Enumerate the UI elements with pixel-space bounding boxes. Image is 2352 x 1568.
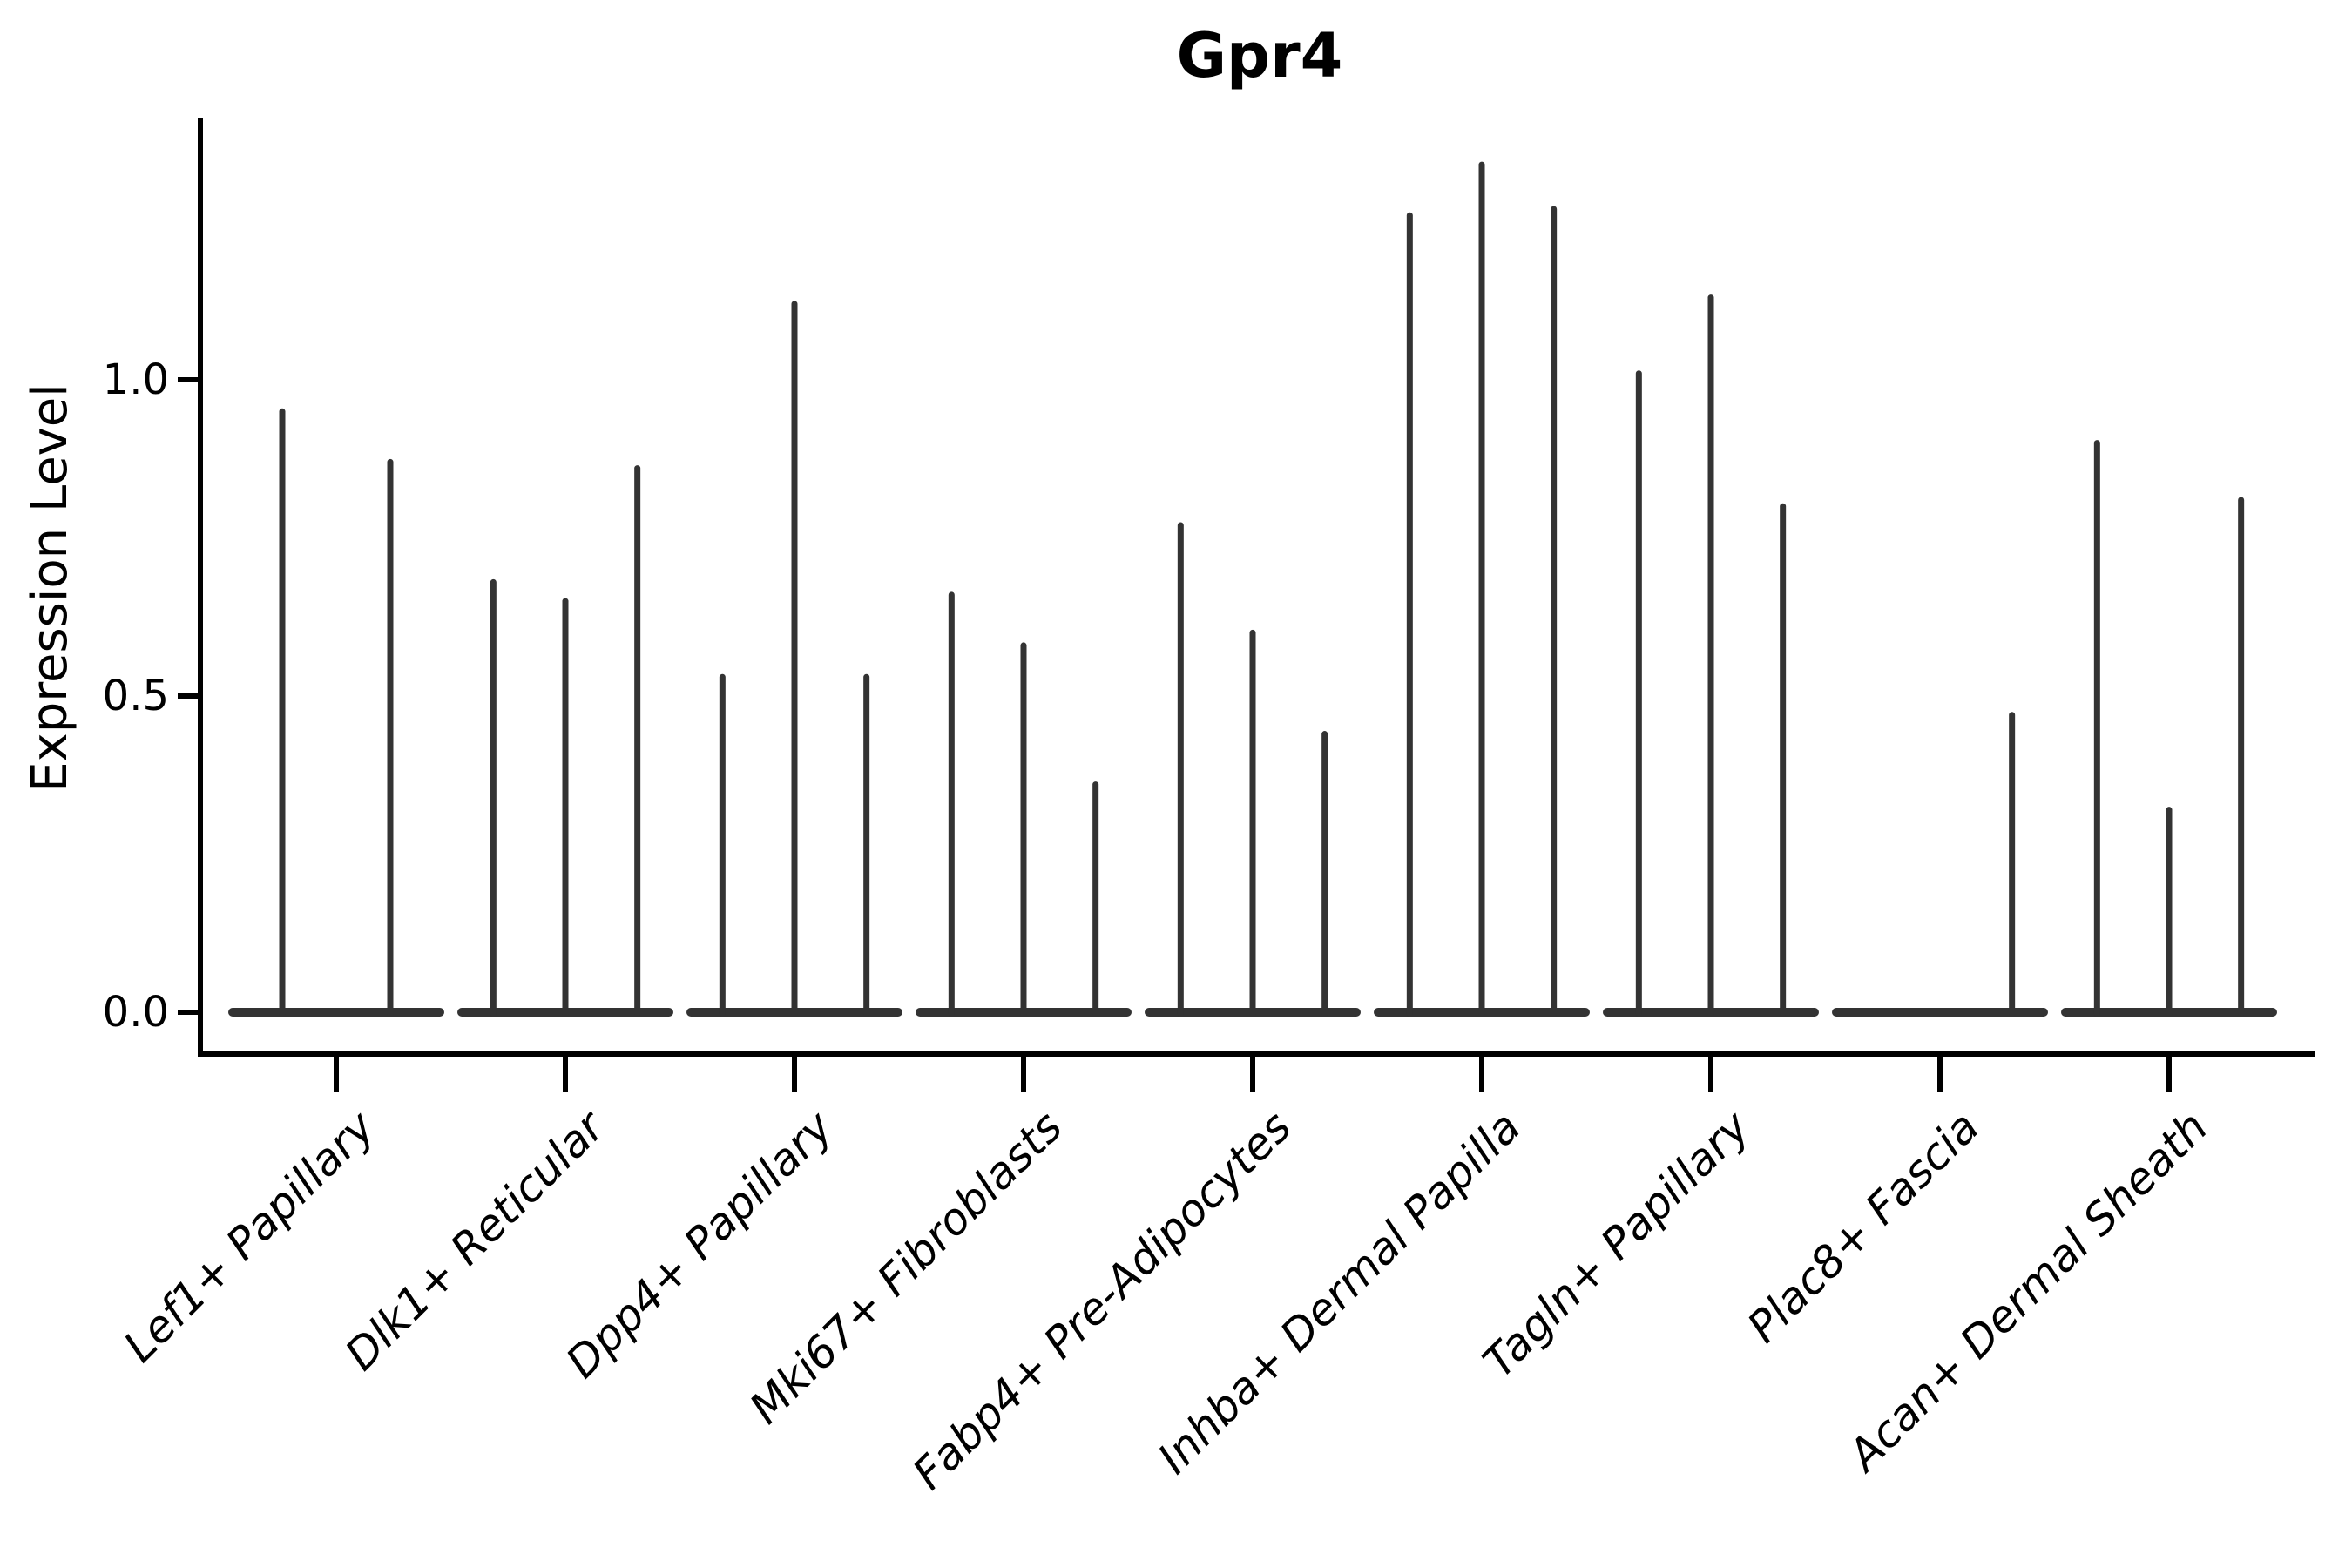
y-tick-label: 0.5 xyxy=(102,672,169,720)
violin-base xyxy=(1832,1008,2048,1017)
violin-base xyxy=(228,1008,444,1017)
y-axis-label: Expression Level xyxy=(22,383,78,793)
chart-title: Gpr4 xyxy=(1176,20,1343,91)
y-tick-label: 1.0 xyxy=(102,355,169,404)
y-tick-label: 0.0 xyxy=(102,988,169,1037)
